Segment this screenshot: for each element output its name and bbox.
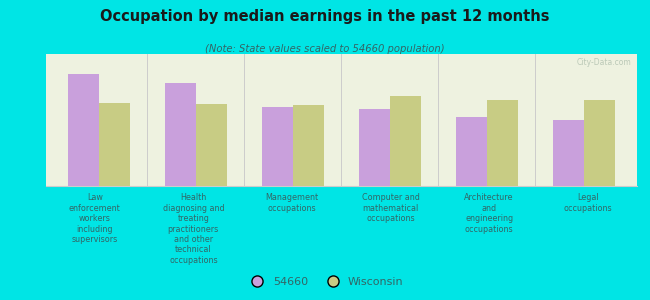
Bar: [262, 107, 292, 186]
Text: Management
occupations: Management occupations: [265, 194, 318, 213]
Bar: [456, 117, 487, 186]
Bar: [292, 106, 324, 186]
Text: Occupation by median earnings in the past 12 months: Occupation by median earnings in the pas…: [100, 9, 550, 24]
Bar: [487, 100, 518, 186]
Text: City-Data.com: City-Data.com: [577, 58, 631, 67]
Bar: [164, 83, 196, 186]
Text: Computer and
mathematical
occupations: Computer and mathematical occupations: [361, 194, 419, 223]
Bar: [390, 96, 421, 186]
Bar: [584, 100, 615, 186]
Bar: [196, 104, 227, 186]
Text: Legal
occupations: Legal occupations: [564, 194, 612, 213]
Bar: [552, 120, 584, 186]
Text: Architecture
and
engineering
occupations: Architecture and engineering occupations: [464, 194, 514, 234]
Legend: 54660, Wisconsin: 54660, Wisconsin: [242, 273, 408, 291]
Bar: [99, 103, 130, 186]
Bar: [68, 74, 99, 186]
Text: Health
diagnosing and
treating
practitioners
and other
technical
occupations: Health diagnosing and treating practitio…: [162, 194, 224, 265]
Text: Law
enforcement
workers
including
supervisors: Law enforcement workers including superv…: [69, 194, 121, 244]
Text: (Note: State values scaled to 54660 population): (Note: State values scaled to 54660 popu…: [205, 44, 445, 53]
Bar: [359, 110, 390, 186]
